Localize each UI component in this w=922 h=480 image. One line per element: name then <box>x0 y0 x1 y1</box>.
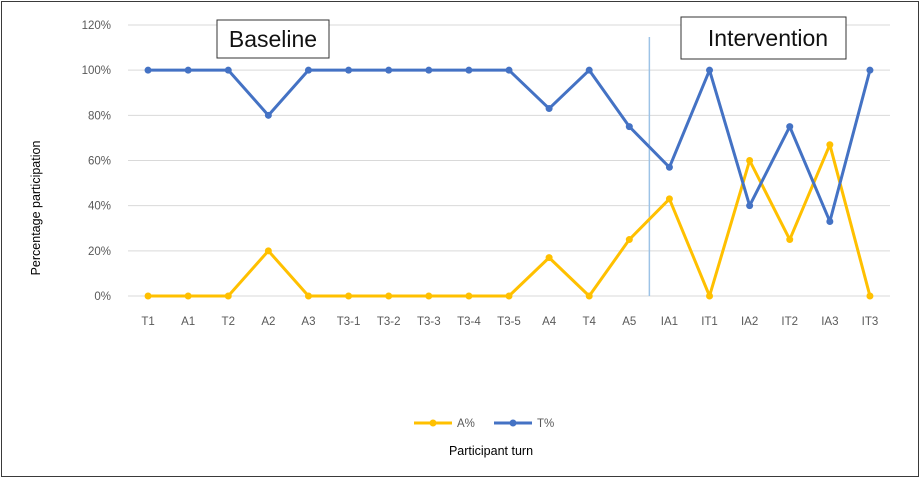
y-axis-title: Percentage participation <box>29 141 43 276</box>
y-tick-label: 20% <box>88 246 111 258</box>
data-point <box>184 292 192 300</box>
data-point <box>144 292 152 300</box>
gridlines <box>128 24 890 297</box>
x-tick-label: IT3 <box>862 316 879 328</box>
data-point <box>304 292 312 300</box>
legend-marker <box>429 419 437 427</box>
x-tick-label: T3-2 <box>377 316 401 328</box>
data-point <box>345 292 353 300</box>
data-point <box>264 247 272 255</box>
legend: A% T% <box>414 418 554 430</box>
baseline-annotation: Baseline <box>216 19 330 59</box>
y-axis-ticks: 0% 20% 40% 60% 80% 100% 120% <box>82 20 111 303</box>
legend-marker <box>509 419 517 427</box>
data-point <box>706 292 714 300</box>
series-line <box>148 143 872 298</box>
data-point <box>625 123 633 131</box>
data-point <box>786 123 794 131</box>
data-point <box>746 202 754 210</box>
intervention-annotation: Intervention <box>680 16 847 60</box>
y-tick-label: 60% <box>88 156 111 168</box>
data-point <box>545 254 553 262</box>
data-point <box>585 292 593 300</box>
x-tick-label: A3 <box>301 316 315 328</box>
x-tick-label: A1 <box>181 316 195 328</box>
data-point <box>625 236 633 244</box>
data-point <box>184 66 192 74</box>
series-t-percent <box>144 66 874 225</box>
data-point <box>264 111 272 119</box>
data-point <box>826 217 834 225</box>
x-axis-title: Participant turn <box>449 444 533 458</box>
x-tick-label: T3-3 <box>417 316 441 328</box>
data-point <box>665 195 673 203</box>
data-point <box>706 66 714 74</box>
x-tick-label: T3-5 <box>497 316 521 328</box>
data-point <box>144 66 152 74</box>
data-point <box>385 292 393 300</box>
data-point <box>826 141 834 149</box>
data-point <box>465 66 473 74</box>
legend-label: T% <box>537 418 554 430</box>
data-point <box>866 292 874 300</box>
x-axis-ticks: T1 A1 T2 A2 A3 T3-1 T3-2 T3-3 T3-4 T3-5 A4 T4 A5 IA1 I… <box>141 316 878 328</box>
x-tick-label: T3-1 <box>337 316 361 328</box>
data-point <box>425 292 433 300</box>
data-point <box>465 292 473 300</box>
y-tick-label: 100% <box>82 65 111 77</box>
data-point <box>866 66 874 74</box>
x-tick-label: A4 <box>542 316 557 328</box>
y-tick-label: 80% <box>88 110 111 122</box>
x-tick-label: IA2 <box>741 316 758 328</box>
data-point <box>224 66 232 74</box>
data-point <box>425 66 433 74</box>
x-tick-label: IA3 <box>821 316 838 328</box>
data-point <box>665 163 673 171</box>
intervention-label: Intervention <box>708 25 828 51</box>
data-point <box>746 157 754 164</box>
x-tick-label: T4 <box>582 316 596 328</box>
data-point <box>585 66 593 74</box>
baseline-label: Baseline <box>229 26 317 52</box>
y-tick-label: 120% <box>82 20 111 32</box>
x-tick-label: IT2 <box>781 316 798 328</box>
series-a-percent <box>144 141 874 300</box>
x-tick-label: T3-4 <box>457 316 481 328</box>
y-tick-label: 40% <box>88 201 111 213</box>
data-point <box>385 66 393 74</box>
x-tick-label: A5 <box>622 316 636 328</box>
data-point <box>505 292 513 300</box>
data-point <box>224 292 232 300</box>
x-tick-label: T1 <box>141 316 154 328</box>
x-tick-label: T2 <box>222 316 235 328</box>
x-tick-label: IA1 <box>661 316 678 328</box>
x-tick-label: IT1 <box>701 316 718 328</box>
y-tick-label: 0% <box>94 291 111 303</box>
data-point <box>505 66 513 74</box>
series-layer <box>144 66 874 300</box>
data-point <box>345 66 353 74</box>
series-line <box>148 68 872 223</box>
data-point <box>545 105 553 113</box>
data-point <box>304 66 312 74</box>
data-point <box>786 236 794 244</box>
x-tick-label: A2 <box>261 316 275 328</box>
legend-label: A% <box>457 418 475 430</box>
